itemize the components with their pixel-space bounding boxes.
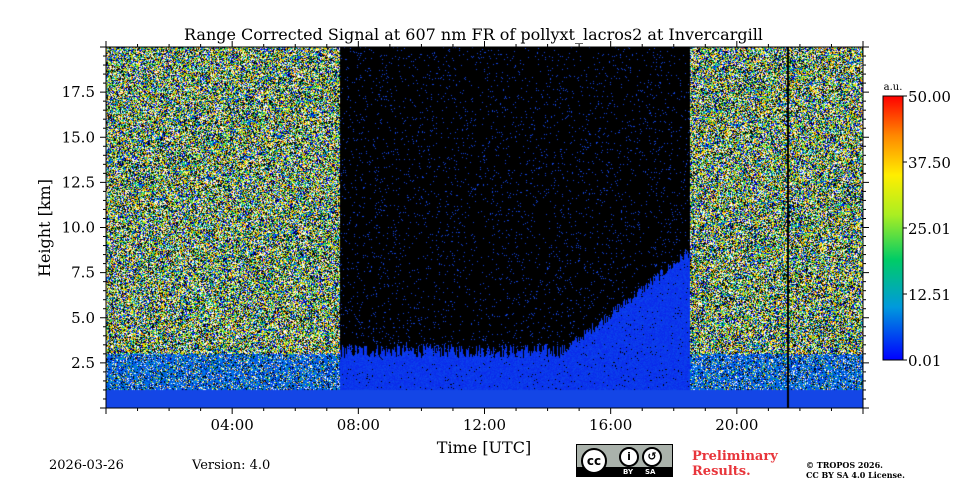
chart-title: Range Corrected Signal at 607 nm FR of p… xyxy=(184,25,763,44)
cc-icon: cc xyxy=(581,448,607,474)
copyright-line2: CC BY SA 4.0 License. xyxy=(806,470,905,480)
x-tick-label: 12:00 xyxy=(463,416,506,434)
colorbar xyxy=(882,95,904,361)
share-alike-icon: ↺ xyxy=(642,447,662,467)
y-tick-label: 5.0 xyxy=(71,309,95,327)
preliminary-results: Preliminary Results. xyxy=(692,449,778,479)
x-tick-label: 16:00 xyxy=(589,416,632,434)
sa-label: SA xyxy=(645,468,656,476)
heatmap-area xyxy=(106,47,863,408)
copyright-line1: © TROPOS 2026. xyxy=(806,460,883,470)
colorbar-unit: a.u. xyxy=(884,82,903,93)
colorbar-ticks: 0.01 12.51 25.01 37.50 50.00 xyxy=(903,88,951,370)
x-axis-label: Time [UTC] xyxy=(437,438,531,457)
y-axis: 2.5 5.0 7.5 10.0 12.5 15.0 17.5 xyxy=(62,46,869,409)
x-tick-label: 04:00 xyxy=(211,416,254,434)
colorbar-tick-label: 50.00 xyxy=(908,88,951,106)
person-icon: i xyxy=(619,447,639,467)
copyright: © TROPOS 2026. CC BY SA 4.0 License. xyxy=(806,460,946,480)
x-tick-label: 08:00 xyxy=(337,416,380,434)
cc-license-badge: cc i ↺ BY SA xyxy=(576,444,673,477)
heatmap-image xyxy=(106,47,863,408)
colorbar-tick-label: 0.01 xyxy=(908,352,941,370)
colorbar-tick-label: 25.01 xyxy=(908,220,951,238)
y-tick-label: 7.5 xyxy=(71,264,95,282)
x-tick-label: 20:00 xyxy=(715,416,758,434)
x-axis: 04:00 08:00 12:00 16:00 20:00 xyxy=(105,41,864,434)
y-axis-label: Height [km] xyxy=(35,179,54,277)
colorbar-tick-label: 12.51 xyxy=(908,286,951,304)
footer-date: 2026-03-26 xyxy=(49,458,124,473)
by-label: BY xyxy=(623,468,634,476)
y-tick-label: 12.5 xyxy=(62,173,95,191)
footer-version: Version: 4.0 xyxy=(192,458,271,473)
y-tick-label: 10.0 xyxy=(62,219,95,237)
colorbar-tick-label: 37.50 xyxy=(908,154,951,172)
y-tick-label: 17.5 xyxy=(62,83,95,101)
y-tick-label: 15.0 xyxy=(62,128,95,146)
y-tick-label: 2.5 xyxy=(71,354,95,372)
